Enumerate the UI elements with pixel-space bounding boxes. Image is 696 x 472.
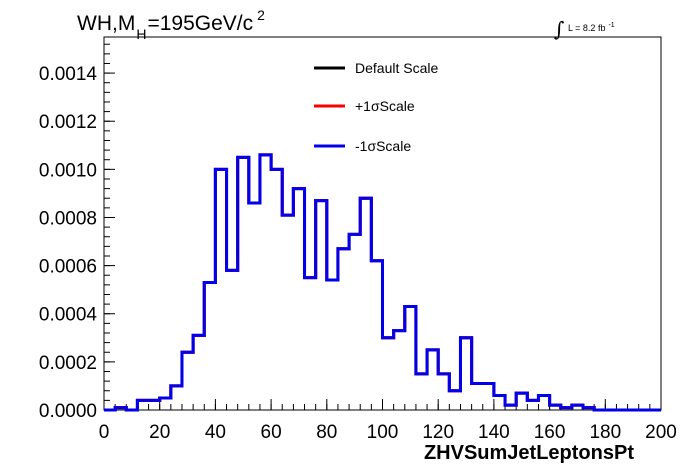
y-axis: 0.0000 0.0002 0.0004 0.0006 0.0008 0.0010 0.00… bbox=[39, 43, 115, 422]
y-tick-label: 0.0000 bbox=[39, 401, 97, 422]
y-tick-label: 0.0010 bbox=[39, 160, 97, 181]
title-prefix: WH,M bbox=[77, 12, 135, 35]
legend-label: Default Scale bbox=[355, 60, 438, 76]
y-tick-label: 0.0006 bbox=[39, 257, 97, 278]
lumi-superscript: -1 bbox=[608, 22, 614, 29]
x-tick-label: 180 bbox=[589, 422, 621, 443]
x-axis: 0 20 40 60 80 100 120 140 160 180 200 bbox=[99, 399, 677, 443]
series-line-2 bbox=[104, 153, 661, 412]
y-tick-label: 0.0002 bbox=[39, 353, 97, 374]
x-tick-label: 80 bbox=[316, 422, 337, 443]
y-tick-label: 0.0014 bbox=[39, 64, 98, 85]
x-tick-label: 140 bbox=[478, 422, 510, 443]
x-axis-label: ZHVSumJetLeptonsPt bbox=[424, 442, 634, 464]
title-superscript: 2 bbox=[257, 7, 265, 23]
x-tick-label: 40 bbox=[205, 422, 226, 443]
x-tick-label: 200 bbox=[645, 422, 677, 443]
legend-label: +1σScale bbox=[355, 98, 415, 114]
lumi-text: L = 8.2 fb -1 bbox=[568, 22, 615, 33]
title-subscript: H bbox=[136, 26, 146, 42]
x-tick-label: 60 bbox=[261, 422, 282, 443]
x-tick-label: 120 bbox=[422, 422, 454, 443]
x-tick-label: 100 bbox=[367, 422, 399, 443]
x-tick-label: 0 bbox=[99, 422, 110, 443]
lumi-value: L = 8.2 fb bbox=[568, 23, 605, 33]
x-tick-label: 20 bbox=[149, 422, 170, 443]
integral-symbol: ∫ bbox=[554, 17, 564, 41]
title-value: =195GeV/c bbox=[147, 12, 253, 35]
y-tick-label: 0.0012 bbox=[39, 112, 97, 133]
luminosity-label: ∫ L = 8.2 fb -1 bbox=[554, 17, 615, 41]
chart-title: WH,MH=195GeV/c 2 bbox=[77, 7, 265, 42]
y-tick-label: 0.0004 bbox=[39, 305, 98, 326]
series-layer bbox=[104, 153, 661, 412]
y-tick-label: 0.0008 bbox=[39, 208, 97, 229]
legend: Default Scale +1σScale -1σScale bbox=[314, 60, 438, 154]
legend-label: -1σScale bbox=[355, 138, 411, 154]
x-tick-label: 160 bbox=[534, 422, 566, 443]
